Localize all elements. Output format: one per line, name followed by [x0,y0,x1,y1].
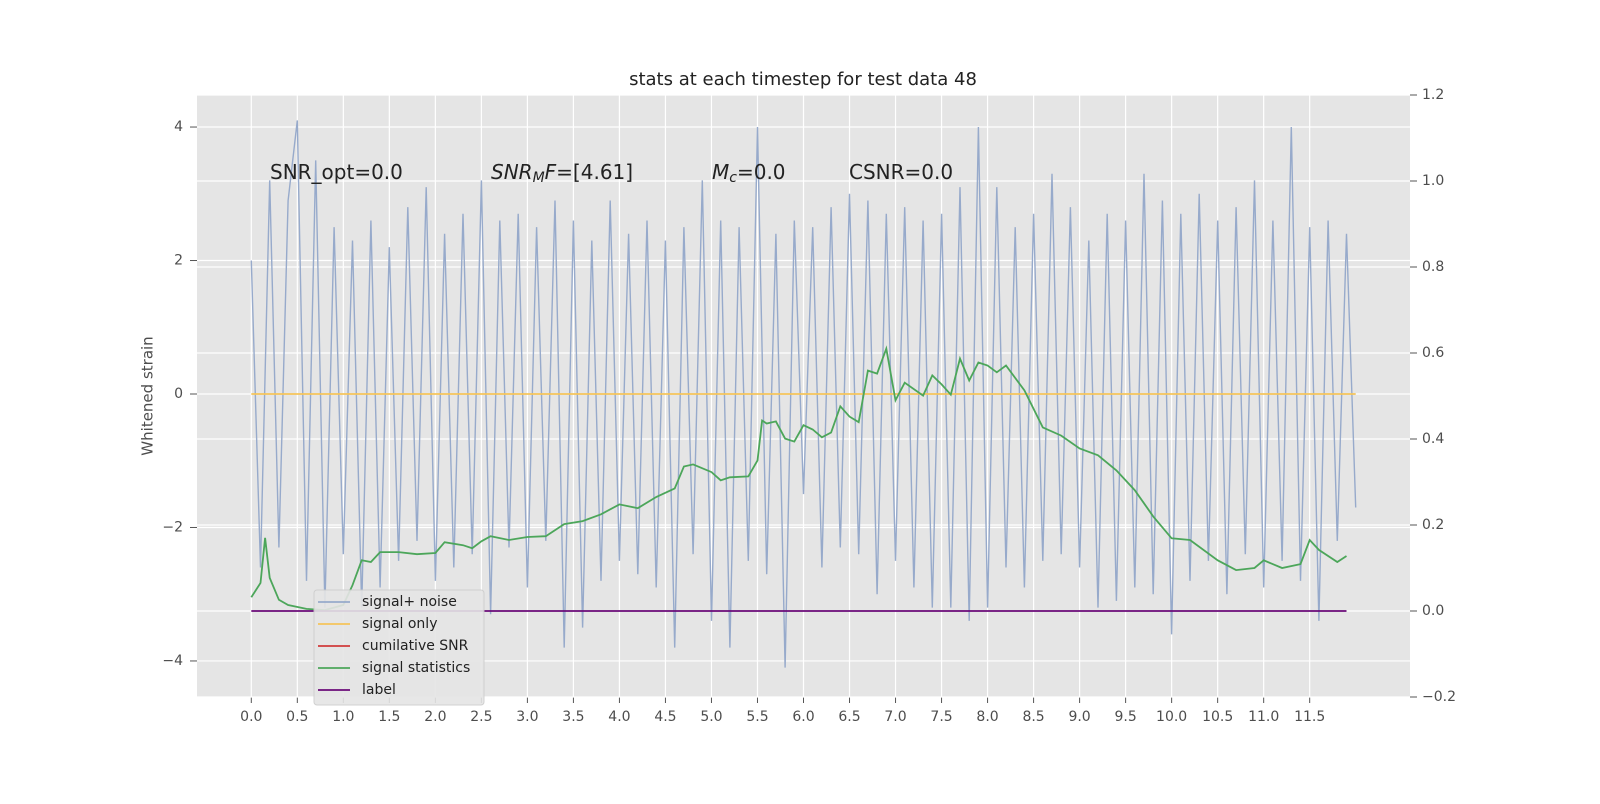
legend-label: signal+ noise [362,594,457,610]
legend-label: label [362,682,396,698]
y-tick-label: 4 [174,119,183,135]
y-tick-label: 0 [174,386,183,402]
x-tick-label: 9.0 [1068,709,1090,725]
x-tick-label: 3.5 [562,709,584,725]
annotation-part: M [533,170,545,186]
annotation-part: M [712,160,729,184]
x-tick-label: 1.0 [332,709,354,725]
y2-tick-label: 1.2 [1422,87,1444,103]
annotation: SNR_opt=0.0 [270,160,403,184]
x-tick-label: 5.0 [700,709,722,725]
y2-tick-label: 0.0 [1422,603,1444,619]
y2-tick-label: −0.2 [1422,689,1456,705]
x-tick-label: 4.5 [654,709,676,725]
annotation: Mc=0.0 [712,160,786,187]
y2-tick-label: 0.6 [1422,345,1444,361]
x-tick-label: 1.5 [378,709,400,725]
annotation: CSNR=0.0 [849,160,953,184]
x-tick-label: 5.5 [746,709,768,725]
legend-box [313,589,485,706]
x-tick-label: 8.5 [1022,709,1044,725]
y-tick-label: −2 [162,519,183,535]
legend-label: cumilative SNR [362,638,469,654]
y-axis-label: Whitened strain [139,336,157,455]
annotation-part: CSNR=0.0 [849,160,953,184]
y2-tick-label: 0.8 [1422,259,1444,275]
annotation-part: c [729,170,737,186]
x-tick-label: 2.0 [424,709,446,725]
x-tick-label: 3.0 [516,709,538,725]
x-tick-label: 0.5 [286,709,308,725]
legend-label: signal statistics [362,660,470,676]
x-tick-label: 11.5 [1294,709,1325,725]
annotation-part: SNR_opt=0.0 [270,160,403,184]
annotation-part: =[4.61] [556,160,633,184]
x-tick-label: 10.0 [1156,709,1187,725]
x-tick-label: 7.0 [884,709,906,725]
x-tick-label: 7.5 [930,709,952,725]
y-tick-label: 2 [174,253,183,269]
x-tick-label: 2.5 [470,709,492,725]
annotation-part: F [545,160,557,184]
chart-title: stats at each timestep for test data 48 [629,69,977,90]
y2-tick-label: 0.4 [1422,431,1444,447]
x-tick-label: 10.5 [1202,709,1233,725]
y2-tick-label: 1.0 [1422,173,1444,189]
series-line [250,120,1357,668]
x-tick-label: 6.0 [792,709,814,725]
y-tick-label: −4 [162,653,183,669]
x-tick-label: 11.0 [1248,709,1279,725]
annotation-part: =0.0 [737,160,786,184]
x-tick-label: 8.0 [976,709,998,725]
series-line [250,345,1347,612]
y2-tick-label: 0.2 [1422,517,1444,533]
legend-label: signal only [362,616,437,632]
x-tick-label: 9.5 [1114,709,1136,725]
annotation-part: SNR [491,160,533,184]
x-tick-label: 4.0 [608,709,630,725]
annotation: SNRMF=[4.61] [491,160,633,187]
x-tick-label: 0.0 [240,709,262,725]
x-tick-label: 6.5 [838,709,860,725]
